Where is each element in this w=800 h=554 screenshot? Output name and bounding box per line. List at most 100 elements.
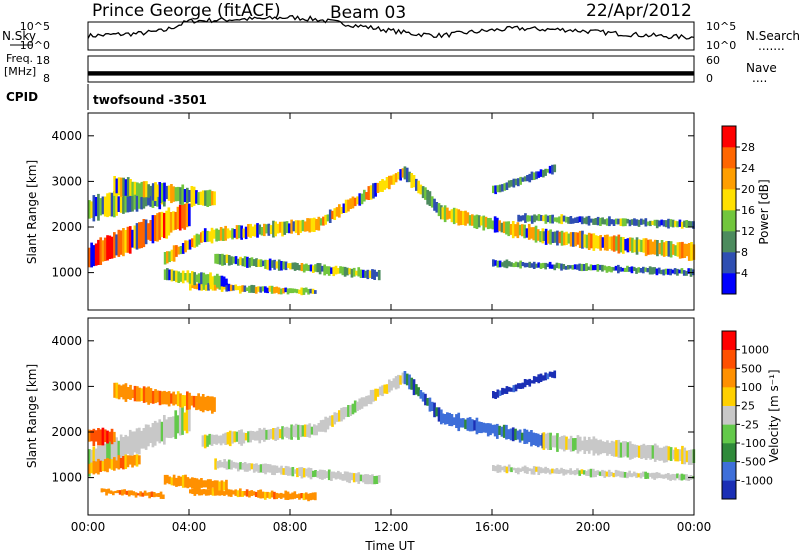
echo-cell	[557, 469, 561, 474]
echo-cell	[208, 396, 212, 411]
echo-cell	[88, 247, 91, 268]
echo-cell	[151, 215, 155, 244]
echo-cell	[516, 222, 520, 239]
colorbar-swatch	[722, 461, 736, 481]
echo-cell	[142, 181, 146, 198]
echo-cell	[191, 238, 194, 248]
echo-cell	[90, 449, 93, 471]
echo-cell	[510, 262, 513, 267]
echo-cell	[134, 492, 138, 498]
echo-cell	[598, 264, 602, 271]
echo-cell	[419, 390, 423, 399]
echo-cell	[163, 252, 167, 265]
echo-cell	[484, 216, 488, 228]
echo-cell	[266, 464, 270, 473]
echo-cell	[114, 490, 117, 494]
echo-cell	[569, 232, 573, 247]
echo-cell	[279, 288, 283, 295]
echo-cell	[322, 419, 325, 432]
echo-cell	[528, 378, 532, 387]
echo-cell	[580, 263, 584, 272]
echo-cell	[253, 224, 257, 237]
echo-cell	[168, 269, 171, 281]
echo-cell	[646, 268, 650, 273]
echo-cell	[106, 193, 109, 218]
echo-cell	[142, 386, 146, 403]
echo-cell	[359, 269, 363, 278]
echo-cell	[238, 225, 241, 239]
echo-cell	[464, 210, 467, 226]
echo-cell	[621, 267, 625, 272]
echo-cell	[569, 435, 573, 452]
echo-cell	[581, 440, 584, 450]
echo-cell	[678, 449, 682, 461]
echo-cell	[496, 464, 500, 473]
echo-cell	[486, 218, 490, 230]
echo-cell	[510, 387, 513, 392]
echo-cell	[521, 432, 524, 441]
echo-cell	[505, 259, 509, 269]
echo-cell	[430, 401, 434, 411]
echo-cell	[408, 171, 411, 183]
echo-cell	[327, 266, 331, 276]
echo-cell	[493, 424, 497, 437]
echo-cell	[135, 223, 139, 250]
noise-panel-frame	[87, 21, 695, 51]
echo-cell	[163, 212, 166, 239]
echo-cell	[94, 448, 98, 468]
echo-cell	[133, 454, 137, 466]
echo-cell	[181, 203, 184, 229]
echo-cell	[368, 475, 372, 485]
echo-cell	[473, 420, 476, 431]
echo-cell	[242, 432, 246, 444]
echo-cell	[172, 474, 176, 486]
echo-cell	[339, 472, 342, 480]
echo-cell	[277, 467, 281, 473]
echo-cell	[301, 219, 305, 232]
echo-cell	[325, 471, 329, 478]
echo-cell	[174, 410, 178, 439]
echo-cell	[170, 184, 173, 204]
echo-cell	[233, 431, 237, 443]
echo-cell	[193, 282, 197, 289]
echo-cell	[626, 265, 629, 272]
echo-cell	[457, 412, 461, 432]
echo-cell	[204, 396, 207, 411]
echo-cell	[233, 229, 237, 238]
echo-cell	[491, 424, 495, 434]
echo-cell	[284, 287, 288, 293]
echo-cell	[200, 478, 203, 488]
echo-cell	[574, 232, 577, 247]
echo-cell	[268, 258, 272, 271]
echo-cell	[562, 264, 566, 270]
echo-cell	[680, 473, 684, 481]
echo-cell	[535, 466, 538, 472]
echo-cell	[507, 261, 511, 267]
echo-cell	[166, 268, 169, 281]
echo-cell	[578, 230, 582, 248]
echo-cell	[162, 494, 165, 499]
echo-cell	[209, 479, 212, 489]
echo-cell	[140, 221, 143, 249]
echo-cell	[544, 466, 547, 474]
echo-cell	[517, 214, 520, 222]
echo-cell	[462, 211, 465, 225]
echo-cell	[489, 423, 492, 436]
echo-cell	[526, 467, 529, 474]
echo-cell	[133, 431, 137, 453]
echo-cell	[237, 258, 240, 266]
echo-cell	[597, 440, 600, 456]
echo-cell	[608, 216, 611, 227]
echo-cell	[300, 493, 304, 499]
echo-cell	[521, 262, 525, 267]
echo-cell	[188, 190, 191, 202]
echo-cell	[518, 429, 522, 443]
echo-cell	[599, 235, 602, 251]
echo-cell	[567, 233, 571, 244]
echo-cell	[656, 445, 659, 460]
echo-cell	[283, 427, 287, 437]
echo-cell	[270, 285, 274, 294]
echo-cell	[163, 390, 166, 405]
echo-cell	[644, 445, 648, 460]
echo-cell	[510, 180, 513, 187]
